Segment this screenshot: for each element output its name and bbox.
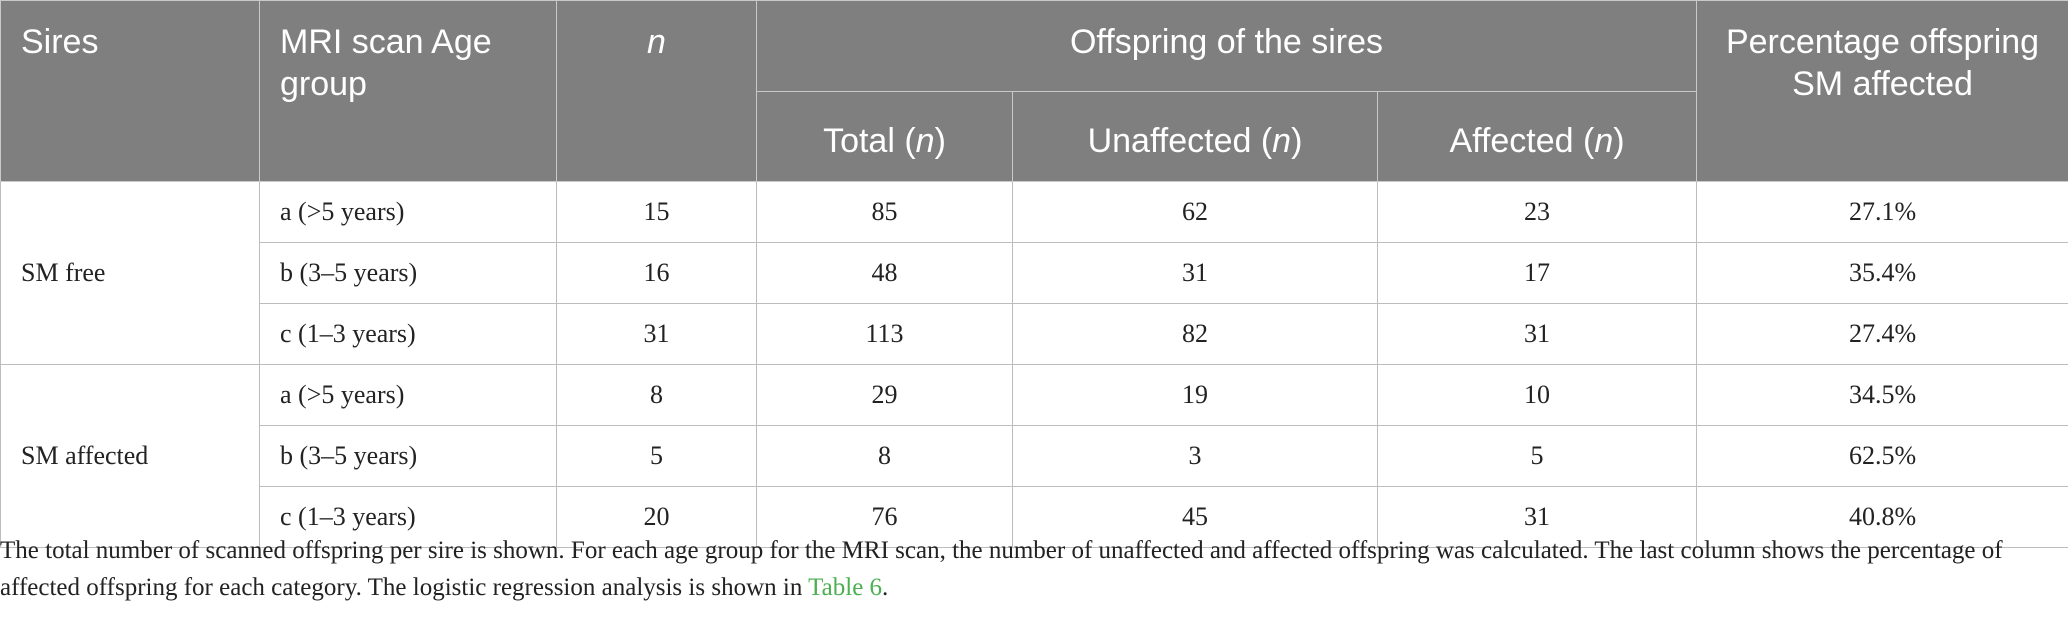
total-cell: 76 xyxy=(756,486,1013,548)
data-table: Sires MRI scan Age group n Offspring of … xyxy=(0,0,2068,548)
affected-cell: 17 xyxy=(1376,242,1698,304)
unaffected-cell: 3 xyxy=(1012,425,1378,487)
age-cell: c (1–3 years) xyxy=(259,486,557,548)
percentage-cell: 62.5% xyxy=(1696,425,2068,487)
percentage-cell: 27.1% xyxy=(1696,181,2068,243)
unaffected-cell: 45 xyxy=(1012,486,1378,548)
affected-cell: 31 xyxy=(1376,303,1698,365)
header-n: n xyxy=(556,0,757,182)
header-offspring-group: Offspring of the sires xyxy=(755,0,1698,92)
table-container: Sires MRI scan Age group n Offspring of … xyxy=(0,0,2068,548)
footnote-text: The total number of scanned offspring pe… xyxy=(0,537,2003,601)
age-cell: b (3–5 years) xyxy=(259,425,557,487)
total-cell: 29 xyxy=(756,364,1013,426)
header-percentage: Percentage offspring SM affected xyxy=(1696,0,2068,182)
table-row: b (3–5 years) 16 48 31 17 35.4% xyxy=(1,242,2068,304)
total-cell: 113 xyxy=(756,303,1013,365)
table-header: Sires MRI scan Age group n Offspring of … xyxy=(0,0,2068,182)
header-unaffected: Unaffected (n) xyxy=(1012,91,1378,182)
percentage-cell: 35.4% xyxy=(1696,242,2068,304)
group-label: SM affected xyxy=(0,364,260,548)
table-row: c (1–3 years) 31 113 82 31 27.4% xyxy=(1,303,2068,365)
header-affected: Affected (n) xyxy=(1376,91,1698,182)
group-label: SM free xyxy=(0,181,260,365)
age-cell: a (>5 years) xyxy=(259,181,557,243)
percentage-cell: 40.8% xyxy=(1696,486,2068,548)
unaffected-cell: 82 xyxy=(1012,303,1378,365)
total-cell: 48 xyxy=(756,242,1013,304)
header-age-group: MRI scan Age group xyxy=(259,0,557,182)
footnote-end: . xyxy=(882,574,889,601)
header-total: Total (n) xyxy=(756,91,1013,182)
table-6-link[interactable]: Table 6 xyxy=(808,574,883,601)
n-cell: 31 xyxy=(556,303,757,365)
percentage-cell: 27.4% xyxy=(1696,303,2068,365)
percentage-cell: 34.5% xyxy=(1696,364,2068,426)
n-cell: 16 xyxy=(556,242,757,304)
n-cell: 20 xyxy=(556,486,757,548)
affected-cell: 23 xyxy=(1376,181,1698,243)
affected-cell: 5 xyxy=(1376,425,1698,487)
table-row: SM free a (>5 years) 15 85 62 23 27.1% xyxy=(0,181,2068,365)
age-cell: c (1–3 years) xyxy=(259,303,557,365)
header-sires: Sires xyxy=(0,0,260,182)
age-cell: a (>5 years) xyxy=(259,364,557,426)
table-body: SM free a (>5 years) 15 85 62 23 27.1% b… xyxy=(0,181,2068,548)
n-cell: 5 xyxy=(556,425,757,487)
unaffected-cell: 31 xyxy=(1012,242,1378,304)
table-row: SM affected a (>5 years) 8 29 19 10 34.5… xyxy=(0,364,2068,548)
unaffected-cell: 62 xyxy=(1012,181,1378,243)
unaffected-cell: 19 xyxy=(1012,364,1378,426)
table-row: c (1–3 years) 20 76 45 31 40.8% xyxy=(1,486,2068,548)
n-cell: 15 xyxy=(556,181,757,243)
total-cell: 8 xyxy=(756,425,1013,487)
total-cell: 85 xyxy=(756,181,1013,243)
affected-cell: 10 xyxy=(1376,364,1698,426)
table-footnote: The total number of scanned offspring pe… xyxy=(0,532,2040,606)
age-cell: b (3–5 years) xyxy=(259,242,557,304)
n-cell: 8 xyxy=(556,364,757,426)
table-row: b (3–5 years) 5 8 3 5 62.5% xyxy=(1,425,2068,487)
affected-cell: 31 xyxy=(1376,486,1698,548)
